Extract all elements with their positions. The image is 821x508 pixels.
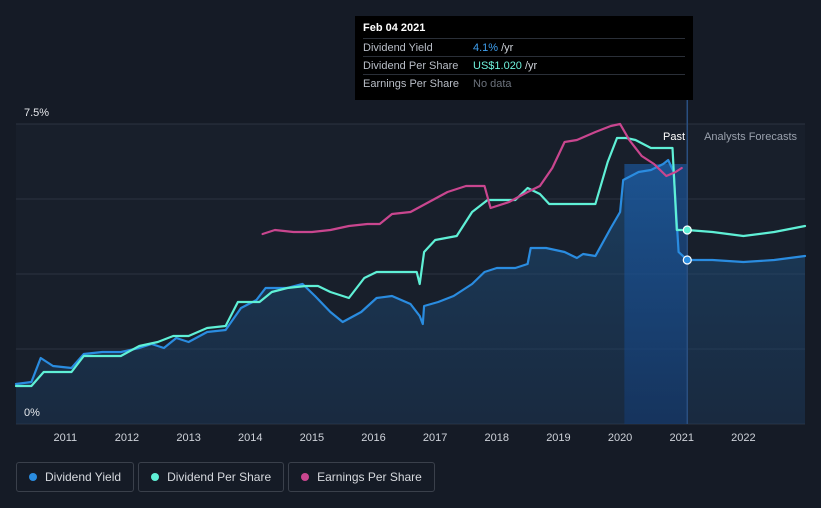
tooltip-label: Dividend Per Share [363, 59, 459, 72]
dividend-per-share-line[interactable] [14, 136, 807, 388]
dividend-yield-marker[interactable] [682, 255, 692, 265]
x-tick-label: 2016 [361, 432, 385, 444]
dividend-yield-line[interactable] [14, 158, 807, 386]
legend-dot-icon [29, 473, 37, 481]
x-tick-label: 2013 [176, 432, 200, 444]
forecast-label: Analysts Forecasts [704, 131, 797, 143]
tooltip-value: US$1.020 [473, 59, 522, 72]
tooltip-value: 4.1% [473, 41, 499, 54]
legend-dividend-yield[interactable]: Dividend Yield [16, 462, 135, 492]
past-label: Past [663, 131, 685, 143]
dividend-yield-area [16, 160, 805, 424]
y-tick-label: 7.5% [24, 107, 49, 119]
tooltip-date: Feb 04 2021 [363, 22, 426, 34]
x-tick-label: 2014 [238, 432, 262, 444]
y-tick-label: 0% [24, 407, 40, 419]
tooltip-value: No data [473, 77, 512, 90]
x-tick-label: 2015 [300, 432, 324, 444]
x-tick-label: 2017 [423, 432, 447, 444]
tooltip-label: Dividend Yield [363, 41, 433, 54]
legend-earnings-per-share[interactable]: Earnings Per Share [288, 462, 435, 492]
earnings-per-share-line[interactable] [261, 122, 683, 236]
x-tick-label: 2018 [485, 432, 509, 444]
tooltip-row-dps: Dividend Per Share US$1.020 /yr [363, 56, 685, 74]
dividend-per-share-marker[interactable] [682, 225, 692, 235]
legend-dot-icon [301, 473, 310, 481]
x-tick-label: 2011 [53, 432, 77, 444]
x-tick-label: 2022 [731, 432, 755, 444]
tooltip-row-yield: Dividend Yield 4.1% /yr [363, 38, 685, 56]
tooltip-unit: /yr [501, 41, 514, 54]
x-tick-label: 2020 [608, 432, 632, 444]
legend-label: Dividend Yield [45, 470, 122, 484]
x-tick-label: 2012 [115, 432, 139, 444]
past-highlight [624, 164, 688, 424]
x-tick-label: 2019 [546, 432, 570, 444]
legend-label: Earnings Per Share [317, 470, 422, 484]
tooltip-label: Earnings Per Share [363, 77, 459, 90]
legend-dot-icon [151, 473, 160, 481]
x-tick-label: 2021 [669, 432, 693, 444]
tooltip: Feb 04 2021 Dividend Yield 4.1% /yr Divi… [355, 16, 693, 100]
legend: Dividend Yield Dividend Per Share Earnin… [16, 462, 435, 492]
legend-label: Dividend Per Share [167, 470, 272, 484]
tooltip-row-eps: Earnings Per Share No data [363, 74, 685, 92]
tooltip-unit: /yr [524, 59, 538, 72]
legend-dividend-per-share[interactable]: Dividend Per Share [138, 462, 285, 492]
